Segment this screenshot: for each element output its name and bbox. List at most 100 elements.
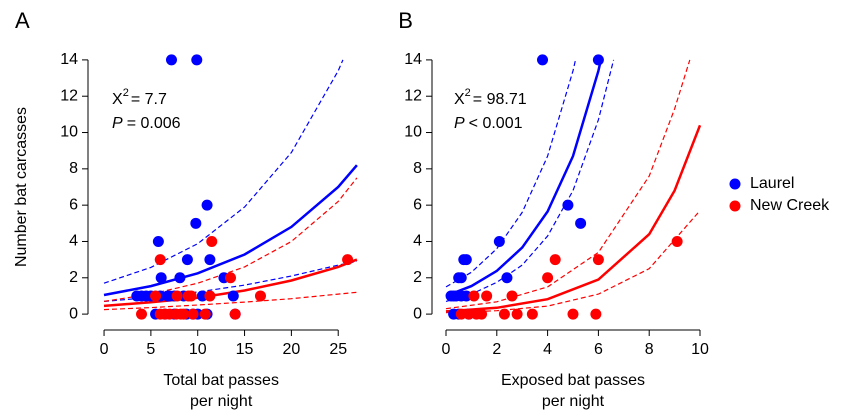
point — [592, 254, 604, 266]
point — [175, 308, 187, 320]
point — [526, 308, 538, 320]
point — [165, 54, 177, 66]
y-tick-label: 0 — [69, 305, 78, 322]
x-axis-label: per night — [190, 393, 253, 410]
point — [206, 235, 218, 247]
x-tick-label: 6 — [594, 341, 603, 358]
y-tick-label: 12 — [60, 87, 78, 104]
fit-line — [103, 164, 358, 297]
x-axis-label: Exposed bat passes — [501, 372, 645, 389]
fit-line — [445, 59, 577, 288]
point — [455, 272, 467, 284]
point — [463, 308, 475, 320]
point — [671, 235, 683, 247]
point — [460, 254, 472, 266]
x-tick-label: 2 — [492, 341, 501, 358]
stat-value: = 98.71 — [473, 91, 527, 108]
fit-line — [103, 177, 358, 302]
fit-line — [445, 210, 701, 314]
stat-sup: 2 — [123, 87, 129, 99]
point — [460, 290, 472, 302]
point — [204, 254, 216, 266]
y-tick-label: 2 — [69, 269, 78, 286]
stat-annotation: X2 = 7.7 — [112, 87, 167, 108]
y-tick-label: 10 — [404, 124, 422, 141]
fit-line — [103, 291, 357, 311]
point — [187, 308, 199, 320]
point — [171, 290, 183, 302]
point — [254, 290, 266, 302]
y-tick-label: 4 — [69, 233, 78, 250]
point — [501, 272, 513, 284]
fit-line — [103, 59, 344, 284]
fit-line — [445, 59, 603, 298]
stat-label: X — [454, 91, 465, 108]
point — [455, 308, 467, 320]
point — [150, 290, 162, 302]
point — [549, 254, 561, 266]
point — [562, 199, 574, 211]
panel-label: B — [398, 8, 413, 33]
point — [511, 308, 523, 320]
x-tick-label: 25 — [329, 341, 347, 358]
point — [162, 290, 174, 302]
point — [131, 290, 143, 302]
point — [592, 54, 604, 66]
panel-label: A — [15, 8, 30, 33]
point — [498, 308, 510, 320]
point — [204, 290, 216, 302]
x-tick-label: 8 — [645, 341, 654, 358]
stat-sup: 2 — [465, 87, 471, 99]
legend-label: New Creek — [750, 197, 830, 214]
point — [537, 54, 549, 66]
point — [575, 217, 587, 229]
point — [493, 235, 505, 247]
fit-line — [445, 59, 691, 310]
point — [199, 308, 211, 320]
x-tick-label: 15 — [236, 341, 254, 358]
point — [155, 272, 167, 284]
x-tick-label: 10 — [189, 341, 207, 358]
y-axis-label: Number bat carcasses — [13, 107, 30, 267]
y-tick-label: 8 — [69, 160, 78, 177]
point — [506, 290, 518, 302]
y-tick-label: 6 — [69, 196, 78, 213]
y-tick-label: 6 — [413, 196, 422, 213]
legend-label: Laurel — [750, 175, 794, 192]
y-tick-label: 2 — [413, 269, 422, 286]
point — [191, 54, 203, 66]
fit-line — [103, 258, 358, 308]
y-tick-label: 8 — [413, 160, 422, 177]
point — [542, 272, 554, 284]
point — [567, 308, 579, 320]
p-value: = 0.006 — [127, 115, 181, 132]
fit-line — [445, 59, 615, 302]
p-label: P — [112, 115, 123, 132]
point — [590, 308, 602, 320]
x-tick-label: 0 — [100, 341, 109, 358]
legend-swatch — [729, 200, 741, 212]
point — [152, 235, 164, 247]
p-label: P — [454, 115, 465, 132]
p-value: < 0.001 — [469, 115, 523, 132]
x-tick-label: 10 — [691, 341, 709, 358]
fit-line — [445, 124, 702, 313]
stat-value: = 7.7 — [131, 91, 167, 108]
fits — [103, 59, 358, 311]
point — [174, 272, 186, 284]
point — [201, 199, 213, 211]
y-tick-label: 14 — [404, 51, 422, 68]
legend-swatch — [729, 178, 741, 190]
point — [227, 290, 239, 302]
x-axis-label: Total bat passes — [163, 372, 279, 389]
point — [229, 308, 241, 320]
point — [136, 308, 148, 320]
y-tick-label: 12 — [404, 87, 422, 104]
y-tick-label: 14 — [60, 51, 78, 68]
y-tick-label: 10 — [60, 124, 78, 141]
point — [481, 290, 493, 302]
stat-annotation: X2 = 98.71 — [454, 87, 527, 108]
point — [476, 308, 488, 320]
y-tick-label: 4 — [413, 233, 422, 250]
